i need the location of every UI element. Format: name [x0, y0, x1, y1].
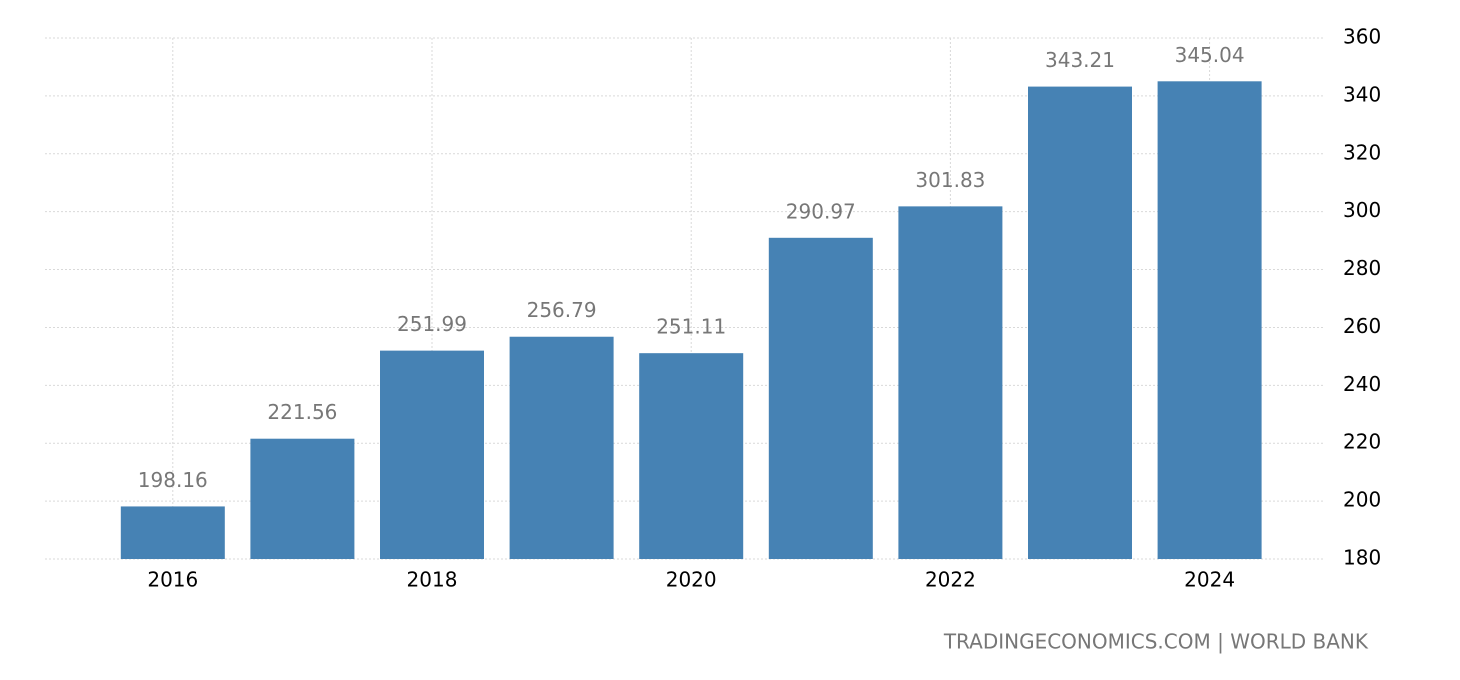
- bar: [120, 506, 225, 559]
- value-label: 221.56: [267, 400, 337, 424]
- y-tick-label: 200: [1343, 488, 1381, 512]
- x-tick-label: 2020: [666, 568, 717, 592]
- y-tick-label: 320: [1343, 140, 1381, 164]
- value-label: 251.99: [397, 312, 467, 336]
- y-tick-label: 300: [1343, 198, 1381, 222]
- x-tick-label: 2022: [925, 568, 976, 592]
- bar: [380, 350, 484, 559]
- y-tick-label: 280: [1343, 256, 1381, 280]
- y-tick-label: 260: [1343, 314, 1381, 338]
- x-tick-label: 2018: [407, 568, 458, 592]
- value-label: 345.04: [1175, 43, 1245, 67]
- bar: [1157, 81, 1262, 559]
- bar: [250, 438, 355, 559]
- x-tick-label: 2024: [1184, 568, 1235, 592]
- bar: [509, 336, 614, 559]
- y-tick-label: 180: [1343, 546, 1381, 570]
- y-tick-label: 220: [1343, 430, 1381, 454]
- value-label: 251.11: [656, 315, 726, 339]
- value-label: 290.97: [786, 199, 856, 223]
- y-tick-label: 360: [1343, 25, 1381, 49]
- bar: [639, 353, 744, 559]
- value-label: 343.21: [1045, 48, 1115, 72]
- value-label: 198.16: [138, 468, 208, 492]
- bar: [898, 206, 1003, 560]
- value-label: 256.79: [527, 298, 597, 322]
- y-tick-label: 340: [1343, 82, 1381, 106]
- x-tick-label: 2016: [147, 568, 198, 592]
- y-tick-label: 240: [1343, 372, 1381, 396]
- bar: [768, 237, 873, 559]
- source: TRADINGECONOMICS.COM | WORLD BANK: [943, 630, 1369, 654]
- bar: [1028, 86, 1132, 560]
- value-label: 301.83: [915, 168, 985, 192]
